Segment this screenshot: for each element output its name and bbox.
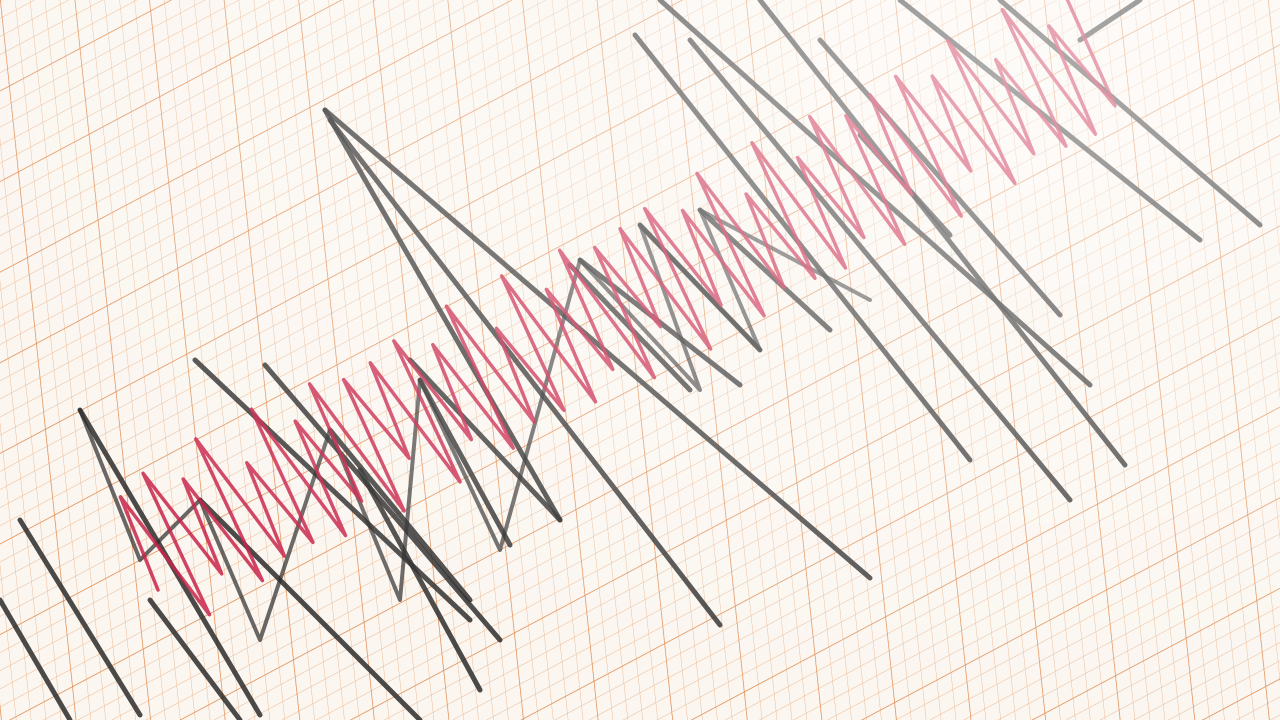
- light-glare: [0, 0, 1280, 720]
- seismograph-photo: [0, 0, 1280, 720]
